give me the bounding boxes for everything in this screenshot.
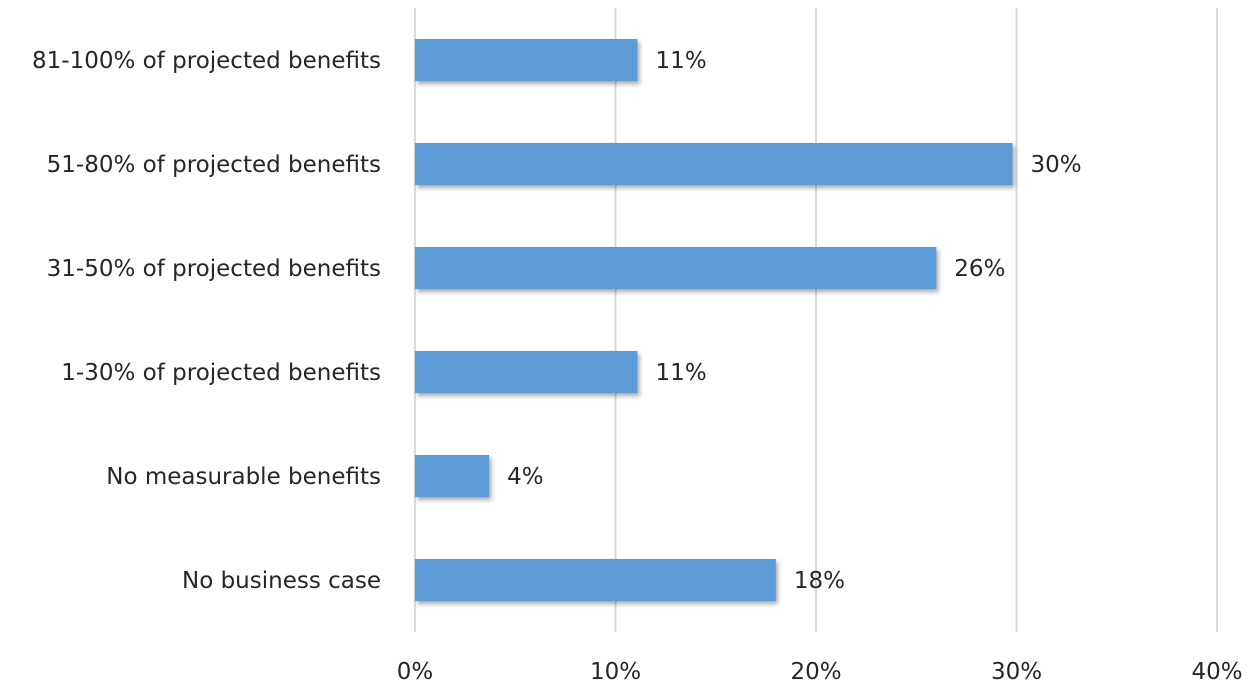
- bar: [415, 247, 937, 289]
- bar: [415, 351, 638, 393]
- category-label: 81-100% of projected benefits: [32, 48, 381, 74]
- bar: [415, 143, 1013, 185]
- bar: [415, 39, 638, 81]
- data-label: 4%: [507, 464, 544, 490]
- data-label: 30%: [1030, 152, 1081, 178]
- category-label: No business case: [182, 568, 381, 594]
- x-axis-tick-labels: 0% 10% 20% 30% 40%: [397, 659, 1243, 685]
- gridlines: [414, 8, 1218, 632]
- category-label: 1-30% of projected benefits: [61, 360, 381, 386]
- category-label: 51-80% of projected benefits: [47, 152, 381, 178]
- x-tick-label: 30%: [991, 659, 1042, 685]
- category-label: 31-50% of projected benefits: [47, 256, 381, 282]
- data-label: 11%: [656, 48, 707, 74]
- x-tick-label: 0%: [397, 659, 434, 685]
- x-tick-label: 40%: [1191, 659, 1242, 685]
- data-label: 18%: [794, 568, 845, 594]
- bars: [415, 39, 1013, 601]
- bar: [415, 455, 490, 497]
- bar: [415, 559, 776, 601]
- data-labels: 11% 30% 26% 11% 4% 18%: [507, 48, 1081, 594]
- data-label: 26%: [954, 256, 1005, 282]
- category-label: No measurable benefits: [106, 464, 381, 490]
- x-tick-label: 10%: [590, 659, 641, 685]
- data-label: 11%: [656, 360, 707, 386]
- x-tick-label: 20%: [790, 659, 841, 685]
- category-labels: 81-100% of projected benefits 51-80% of p…: [32, 48, 381, 594]
